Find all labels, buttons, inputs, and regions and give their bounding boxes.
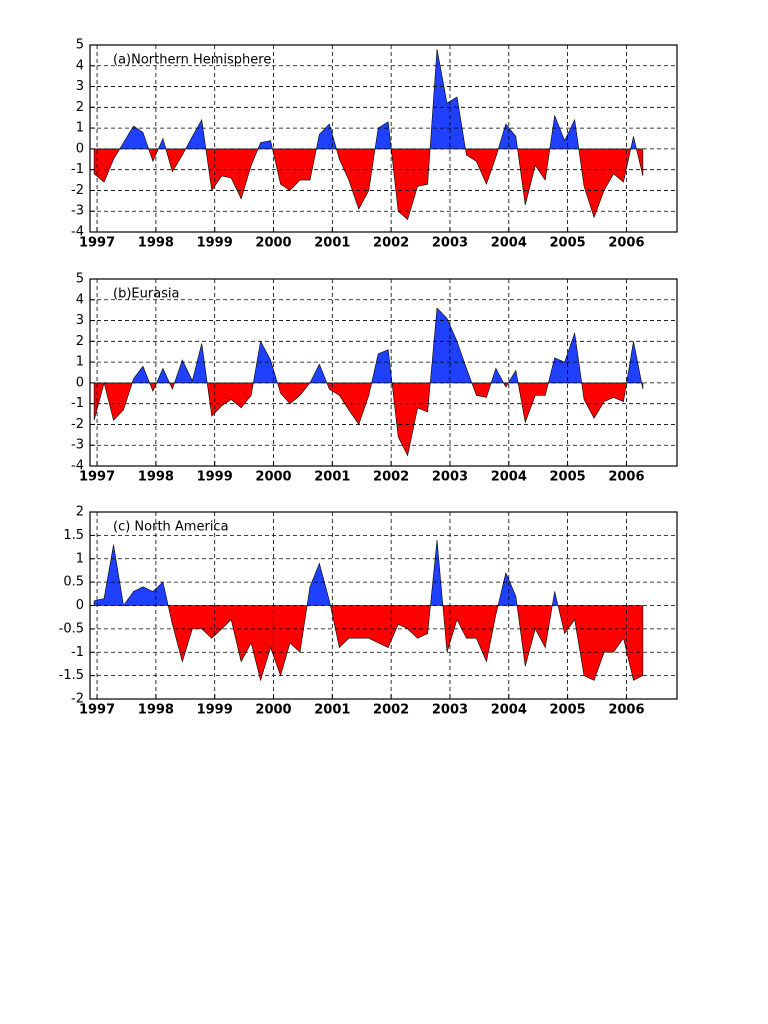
- y-tick-label: 1.5: [63, 528, 84, 543]
- y-tick-label: -2: [71, 183, 84, 198]
- y-tick-label: -2: [71, 417, 84, 432]
- y-tick-label: -0.5: [59, 621, 84, 636]
- y-tick-label: 2: [76, 100, 84, 115]
- y-tick-label: 0: [76, 141, 84, 156]
- plot-frame: [89, 278, 678, 467]
- x-tick-label: 2000: [255, 703, 291, 718]
- x-tick-label: 1997: [79, 470, 115, 485]
- x-tick-label: 2006: [608, 470, 644, 485]
- x-tick-label: 2003: [432, 470, 468, 485]
- x-tick-label: 1997: [79, 236, 115, 251]
- y-tick-label: -1.5: [59, 668, 84, 683]
- x-tick-label: 2004: [491, 470, 527, 485]
- plot-frame: [89, 511, 678, 700]
- x-tick-label: 1998: [138, 470, 174, 485]
- anomaly-area: [93, 49, 644, 221]
- x-tick-label: 1999: [197, 470, 233, 485]
- y-tick-label: 4: [76, 292, 84, 307]
- y-tick-label: -1: [71, 396, 84, 411]
- x-tick-label: 2002: [373, 470, 409, 485]
- y-tick-label: 1: [76, 355, 84, 370]
- x-tick-label: 2005: [550, 236, 586, 251]
- x-tick-label: 2000: [255, 236, 291, 251]
- x-tick-label: 1999: [197, 236, 233, 251]
- y-tick-label: 3: [76, 313, 84, 328]
- x-tick-label: 2000: [255, 470, 291, 485]
- y-tick-label: -4: [71, 225, 84, 240]
- x-tick-label: 2003: [432, 236, 468, 251]
- anomaly-area: [93, 540, 644, 682]
- y-tick-label: 0: [76, 375, 84, 390]
- y-tick-label: 5: [76, 38, 84, 53]
- y-tick-label: 0: [76, 598, 84, 613]
- x-tick-label: 2006: [608, 236, 644, 251]
- y-tick-label: 3: [76, 79, 84, 94]
- panel-title: (c) North America: [113, 520, 229, 535]
- x-tick-label: 2004: [491, 236, 527, 251]
- y-tick-label: -4: [71, 459, 84, 474]
- x-tick-label: 2005: [550, 470, 586, 485]
- x-tick-label: 2001: [314, 236, 350, 251]
- plot-frame: [89, 44, 678, 233]
- x-tick-label: 2005: [550, 703, 586, 718]
- x-tick-label: 1999: [197, 703, 233, 718]
- x-tick-label: 2004: [491, 703, 527, 718]
- y-tick-label: 4: [76, 58, 84, 73]
- x-tick-label: 2002: [373, 703, 409, 718]
- y-tick-label: -1: [71, 645, 84, 660]
- anomaly-area: [93, 307, 644, 457]
- x-tick-label: 2002: [373, 236, 409, 251]
- y-tick-label: -1: [71, 162, 84, 177]
- panel-title: (a)Northern Hemisphere: [113, 53, 271, 68]
- y-tick-label: 2: [76, 505, 84, 520]
- x-tick-label: 1998: [138, 703, 174, 718]
- panel-title: (b)Eurasia: [113, 287, 180, 302]
- x-tick-label: 1997: [79, 703, 115, 718]
- y-tick-label: 0.5: [63, 575, 84, 590]
- x-tick-label: 2006: [608, 703, 644, 718]
- x-tick-label: 2001: [314, 703, 350, 718]
- y-tick-label: -2: [71, 692, 84, 707]
- x-tick-label: 1998: [138, 236, 174, 251]
- y-tick-label: -3: [71, 438, 84, 453]
- y-tick-label: 2: [76, 334, 84, 349]
- y-tick-label: 1: [76, 551, 84, 566]
- y-tick-label: 1: [76, 121, 84, 136]
- y-tick-label: -3: [71, 204, 84, 219]
- y-tick-label: 5: [76, 272, 84, 287]
- x-tick-label: 2003: [432, 703, 468, 718]
- x-tick-label: 2001: [314, 470, 350, 485]
